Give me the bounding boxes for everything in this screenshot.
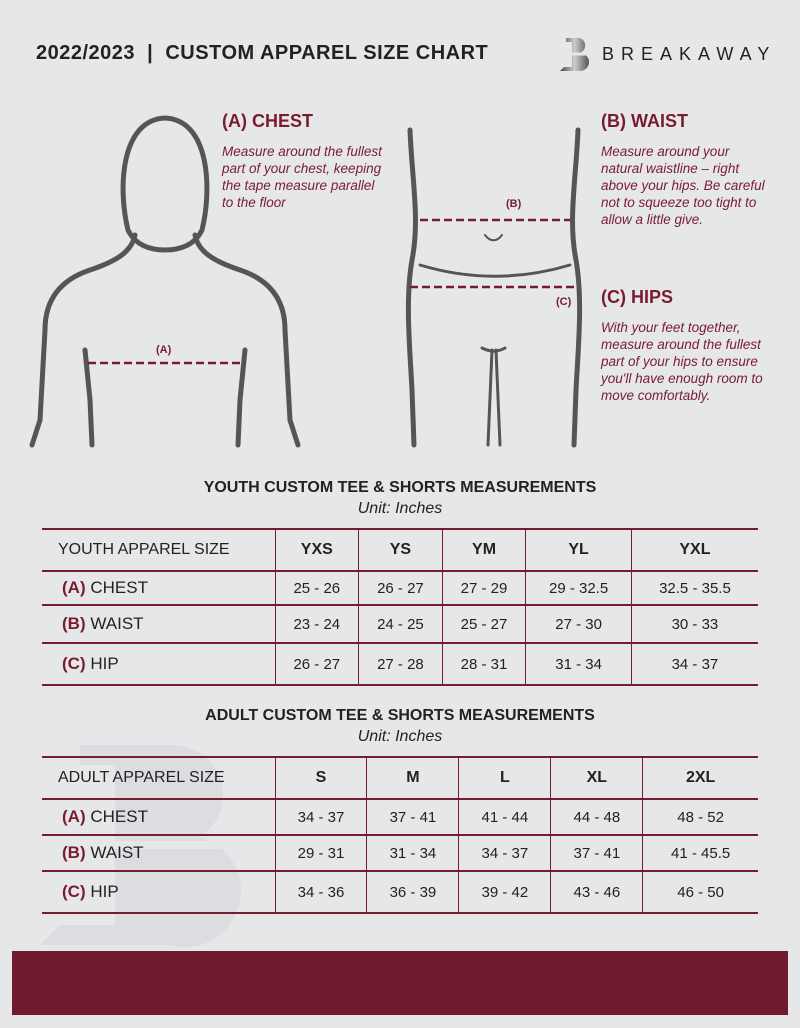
size-label: YS [358, 528, 443, 572]
hips-description: With your feet together, measure around … [601, 320, 763, 403]
measurement-label: (A) CHEST [42, 799, 276, 836]
measurement-value: 46 - 50 [642, 871, 758, 914]
table-row: (C) HIP 34 - 36 36 - 39 39 - 42 43 - 46 46 - … [42, 871, 758, 914]
waist-marker: (B) [506, 198, 522, 210]
measurement-value: 29 - 32.5 [525, 571, 632, 606]
page-title: 2022/2023 | CUSTOM APPAREL SIZE CHART [36, 42, 489, 64]
footer-bar [12, 951, 788, 1015]
measurement-value: 44 - 48 [550, 799, 644, 836]
measurement-value: 26 - 27 [275, 643, 360, 686]
measurement-value: 34 - 36 [275, 871, 368, 914]
measurement-label: (C) HIP [42, 643, 276, 686]
size-label: XL [550, 756, 644, 800]
breakaway-logo-icon [558, 38, 589, 71]
body-measurement-illustration [29, 115, 583, 448]
measurement-value: 24 - 25 [358, 605, 443, 644]
adult-size-table: ADULT APPAREL SIZE S M L XL 2XL (A) CHEST 34 - … [42, 756, 758, 914]
table-row: (B) WAIST 23 - 24 24 - 25 25 - 27 27 - 30 30 … [42, 605, 758, 644]
size-label: L [458, 756, 552, 800]
size-label: S [275, 756, 368, 800]
size-label: M [366, 756, 460, 800]
measurement-name: HIP [90, 882, 119, 901]
measurement-code: (A) [62, 578, 86, 597]
chest-marker: (A) [156, 344, 172, 356]
measurement-value: 34 - 37 [275, 799, 368, 836]
measurement-value: 37 - 41 [550, 835, 644, 872]
measurement-code: (A) [62, 807, 86, 826]
size-label: YXL [631, 528, 758, 572]
chest-description: Measure around the fullest part of your … [222, 144, 382, 210]
measurement-value: 29 - 31 [275, 835, 368, 872]
table-row: (B) WAIST 29 - 31 31 - 34 34 - 37 37 - 41 41 … [42, 835, 758, 872]
measurement-value: 39 - 42 [458, 871, 552, 914]
measurement-code: (B) [62, 843, 86, 862]
table-row: (A) CHEST 25 - 26 26 - 27 27 - 29 29 - 32.5 3… [42, 571, 758, 606]
measurement-value: 28 - 31 [442, 643, 527, 686]
table-row: (A) CHEST 34 - 37 37 - 41 41 - 44 44 - 48 48 … [42, 799, 758, 836]
waist-heading: (B) WAIST [601, 111, 688, 131]
hips-marker: (C) [556, 296, 572, 308]
table-row: (C) HIP 26 - 27 27 - 28 28 - 31 31 - 34 34 - … [42, 643, 758, 686]
measurement-value: 27 - 29 [442, 571, 527, 606]
measurement-label: (B) WAIST [42, 605, 276, 644]
measurement-code: (C) [62, 882, 86, 901]
measurement-value: 41 - 45.5 [642, 835, 758, 872]
youth-section-title: YOUTH CUSTOM TEE & SHORTS MEASUREMENTS [203, 479, 597, 496]
measurement-value: 30 - 33 [631, 605, 758, 644]
measurement-value: 31 - 34 [525, 643, 632, 686]
measurement-value: 25 - 27 [442, 605, 527, 644]
youth-size-table: YOUTH APPAREL SIZE YXS YS YM YL YXL (A) CHEST 2… [42, 528, 758, 686]
brand-name: BREAKAWAY [602, 44, 777, 64]
measurement-value: 36 - 39 [366, 871, 460, 914]
measurement-name: CHEST [90, 807, 148, 826]
header-row: YOUTH APPAREL SIZE YXS YS YM YL YXL [42, 528, 758, 572]
measurement-value: 43 - 46 [550, 871, 644, 914]
size-label: YXS [275, 528, 360, 572]
measurement-value: 26 - 27 [358, 571, 443, 606]
measurement-value: 31 - 34 [366, 835, 460, 872]
chest-heading: (A) CHEST [222, 111, 313, 131]
measurement-name: CHEST [90, 578, 148, 597]
waist-description: Measure around your natural waistline – … [601, 144, 765, 227]
hips-heading: (C) HIPS [601, 287, 673, 307]
youth-unit: Unit: Inches [357, 500, 443, 517]
header-row: ADULT APPAREL SIZE S M L XL 2XL [42, 756, 758, 800]
measurement-value: 27 - 28 [358, 643, 443, 686]
measurement-value: 48 - 52 [642, 799, 758, 836]
size-label: 2XL [642, 756, 758, 800]
size-header: YOUTH APPAREL SIZE [42, 528, 276, 572]
measurement-name: WAIST [90, 614, 144, 633]
measurement-name: WAIST [90, 843, 144, 862]
measurement-value: 41 - 44 [458, 799, 552, 836]
measurement-value: 34 - 37 [458, 835, 552, 872]
size-header: ADULT APPAREL SIZE [42, 756, 276, 800]
measurement-code: (C) [62, 654, 86, 673]
measurement-value: 27 - 30 [525, 605, 632, 644]
adult-unit: Unit: Inches [357, 728, 443, 745]
measurement-code: (B) [62, 614, 86, 633]
measurement-value: 25 - 26 [275, 571, 360, 606]
measurement-value: 34 - 37 [631, 643, 758, 686]
measurement-value: 37 - 41 [366, 799, 460, 836]
measurement-value: 23 - 24 [275, 605, 360, 644]
size-label: YM [442, 528, 527, 572]
measurement-value: 32.5 - 35.5 [631, 571, 758, 606]
size-label: YL [525, 528, 632, 572]
measurement-name: HIP [90, 654, 119, 673]
measurement-label: (A) CHEST [42, 571, 276, 606]
measurement-label: (C) HIP [42, 871, 276, 914]
adult-section-title: ADULT CUSTOM TEE & SHORTS MEASUREMENTS [205, 707, 595, 724]
measurement-label: (B) WAIST [42, 835, 276, 872]
